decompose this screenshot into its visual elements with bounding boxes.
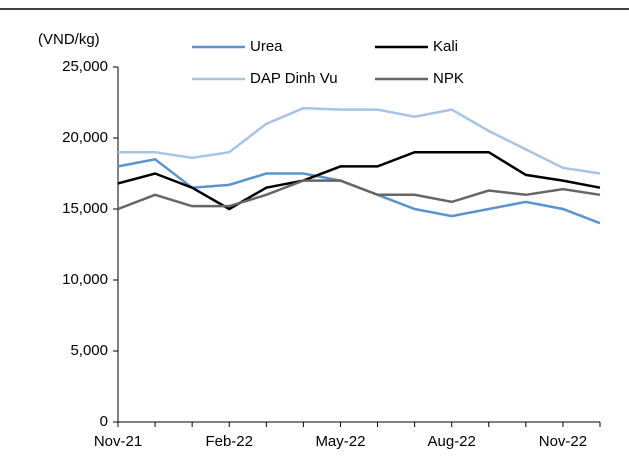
unit-label: (VND/kg) [38, 31, 100, 48]
x-tick-label: Nov-21 [94, 433, 142, 450]
x-tick-label: Feb-22 [205, 433, 253, 450]
y-tick-label: 0 [100, 413, 108, 430]
series-line [117, 150, 601, 211]
y-tick-label: 15,000 [62, 200, 108, 217]
legend-label: DAP Dinh Vu [250, 70, 338, 87]
y-tick-label: 25,000 [62, 58, 108, 75]
legend-label: NPK [433, 70, 464, 87]
x-tick-label: Nov-22 [539, 433, 587, 450]
series-line [117, 157, 601, 225]
y-tick-label: 5,000 [70, 342, 108, 359]
legend-label: Kali [433, 38, 458, 55]
y-tick-label: 20,000 [62, 129, 108, 146]
legend-label: Urea [250, 38, 283, 55]
y-tick-label: 10,000 [62, 271, 108, 288]
x-tick-label: Aug-22 [428, 433, 476, 450]
series-line [118, 106, 601, 175]
series-line [117, 179, 601, 211]
x-tick-label: May-22 [315, 433, 365, 450]
